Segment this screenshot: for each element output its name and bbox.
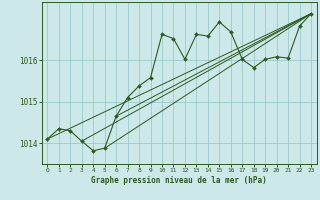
X-axis label: Graphe pression niveau de la mer (hPa): Graphe pression niveau de la mer (hPa)	[91, 176, 267, 185]
